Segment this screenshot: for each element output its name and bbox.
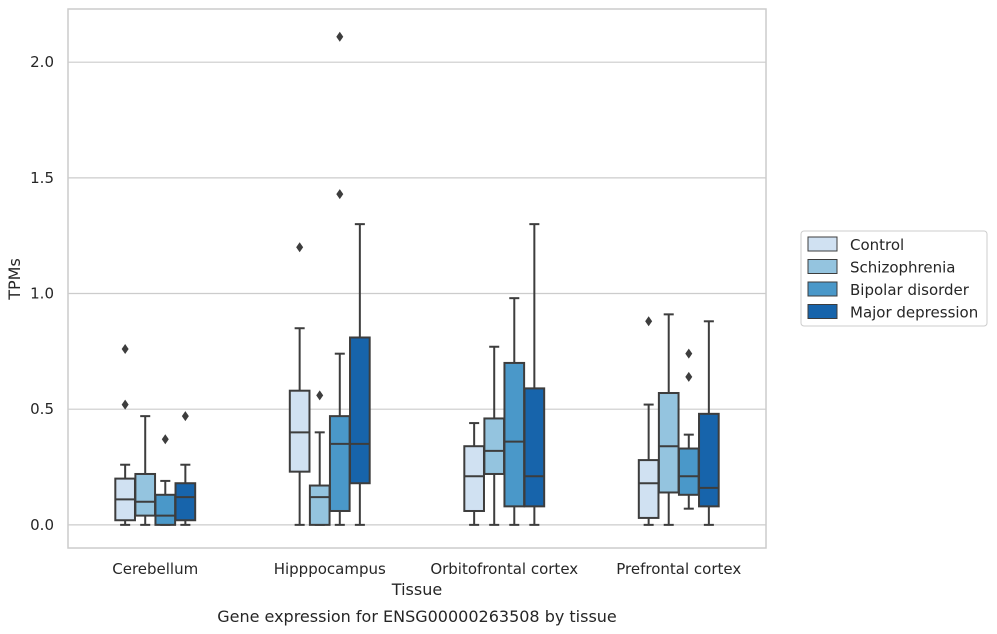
legend: Control Schizophrenia Bipolar disorder Majo…: [800, 230, 988, 327]
legend-label-schizophrenia: Schizophrenia: [850, 259, 955, 277]
box-body: [523, 387, 546, 508]
y-tick-label: 2.0: [30, 53, 54, 71]
box-hipppocampus-control: [288, 242, 311, 526]
box-body: [657, 392, 680, 494]
box-body: [483, 417, 506, 475]
box-body: [328, 415, 351, 512]
x-tick-label: Orbitofrontal cortex: [430, 560, 578, 578]
legend-label-bipolar-disorder: Bipolar disorder: [850, 281, 970, 299]
plot-frame: [67, 8, 767, 549]
outlier-point: [645, 316, 653, 327]
legend-frame: [800, 230, 988, 327]
outlier-point: [121, 399, 129, 410]
legend-swatch-schizophrenia: [807, 259, 838, 274]
box-body: [134, 472, 157, 517]
box-cerebellum-major-depression: [174, 411, 197, 526]
x-axis-label: Tissue: [391, 580, 442, 599]
outlier-point: [685, 371, 693, 382]
box-hipppocampus-bipolar-disorder: [328, 31, 351, 526]
y-axis-label: TPMs: [5, 258, 24, 301]
x-tick-label: Hipppocampus: [274, 560, 386, 578]
box-hipppocampus-schizophrenia: [308, 390, 331, 526]
legend-label-major-depression: Major depression: [850, 304, 978, 322]
legend-swatch-control: [807, 236, 838, 252]
outlier-point: [121, 344, 129, 355]
legend-swatch-bipolar-disorder: [807, 281, 838, 297]
box-orbitofrontal-cortex-schizophrenia: [483, 345, 506, 526]
box-body: [463, 445, 485, 512]
outlier-point: [316, 390, 324, 401]
outlier-point: [296, 242, 304, 253]
box-body: [288, 389, 311, 473]
box-prefrontal-cortex-bipolar-disorder: [677, 348, 700, 510]
box-prefrontal-cortex-control: [637, 316, 660, 526]
y-tick-label: 1.0: [30, 285, 54, 303]
box-orbitofrontal-cortex-control: [463, 422, 485, 526]
figure-caption: Gene expression for ENSG00000263508 by t…: [217, 607, 617, 626]
y-tick-label: 0.5: [30, 400, 54, 418]
box-body: [637, 459, 660, 519]
box-body: [698, 412, 720, 508]
box-hipppocampus-major-depression: [349, 223, 371, 526]
y-tick-labels: 0.0 0.5 1.0 1.5 2.0: [30, 53, 54, 534]
boxes: [114, 31, 720, 526]
box-body: [349, 336, 371, 485]
box-orbitofrontal-cortex-major-depression: [523, 223, 546, 526]
box-orbitofrontal-cortex-bipolar-disorder: [503, 297, 526, 526]
box-body: [154, 493, 177, 526]
x-tick-labels: Cerebellum Hipppocampus Orbitofrontal cort…: [112, 560, 741, 578]
x-tick-label: Prefrontal cortex: [616, 560, 741, 578]
box-cerebellum-control: [114, 344, 136, 526]
box-cerebellum-schizophrenia: [134, 415, 157, 526]
y-tick-label: 0.0: [30, 516, 54, 534]
outlier-point: [181, 411, 189, 422]
box-cerebellum-bipolar-disorder: [154, 434, 177, 526]
y-tick-label: 1.5: [30, 169, 54, 187]
box-body: [174, 482, 197, 522]
outlier-point: [336, 189, 344, 200]
outlier-point: [161, 434, 169, 445]
box-prefrontal-cortex-major-depression: [698, 320, 720, 526]
legend-swatch-major-depression: [807, 304, 838, 319]
x-tick-label: Cerebellum: [112, 560, 198, 578]
outlier-point: [336, 31, 344, 42]
box-prefrontal-cortex-schizophrenia: [657, 313, 680, 526]
outlier-point: [685, 348, 693, 359]
box-body: [677, 447, 700, 496]
box-body: [503, 361, 526, 508]
box-body: [308, 484, 331, 526]
legend-label-control: Control: [850, 236, 904, 254]
